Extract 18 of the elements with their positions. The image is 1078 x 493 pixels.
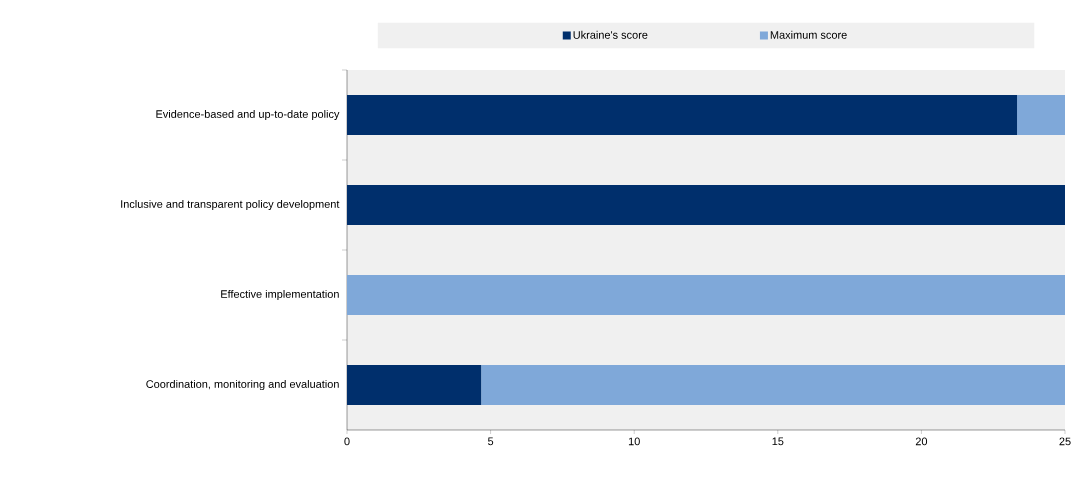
y-tick-label: Coordination, monitoring and evaluation bbox=[146, 379, 339, 391]
x-tick-label: 25 bbox=[1059, 437, 1071, 446]
y-tick-label: Evidence-based and up-to-date policy bbox=[156, 109, 340, 121]
x-tick-label: 10 bbox=[628, 437, 640, 446]
bar bbox=[1017, 95, 1066, 135]
bar bbox=[347, 95, 1018, 135]
x-tick-label: 20 bbox=[915, 437, 928, 446]
y-tick-label: Effective implementation bbox=[221, 289, 339, 301]
x-tick-label: 5 bbox=[487, 437, 494, 446]
bar bbox=[347, 185, 1066, 225]
x-tick-label: 0 bbox=[344, 437, 350, 446]
legend-label: Maximum score bbox=[770, 30, 847, 39]
bar bbox=[347, 365, 482, 405]
bar bbox=[481, 365, 1066, 405]
x-tick-label: 15 bbox=[772, 437, 784, 446]
bar bbox=[347, 275, 1066, 315]
legend-label: Ukraine's score bbox=[573, 30, 648, 39]
y-tick-label: Inclusive and transparent policy development bbox=[121, 199, 340, 211]
